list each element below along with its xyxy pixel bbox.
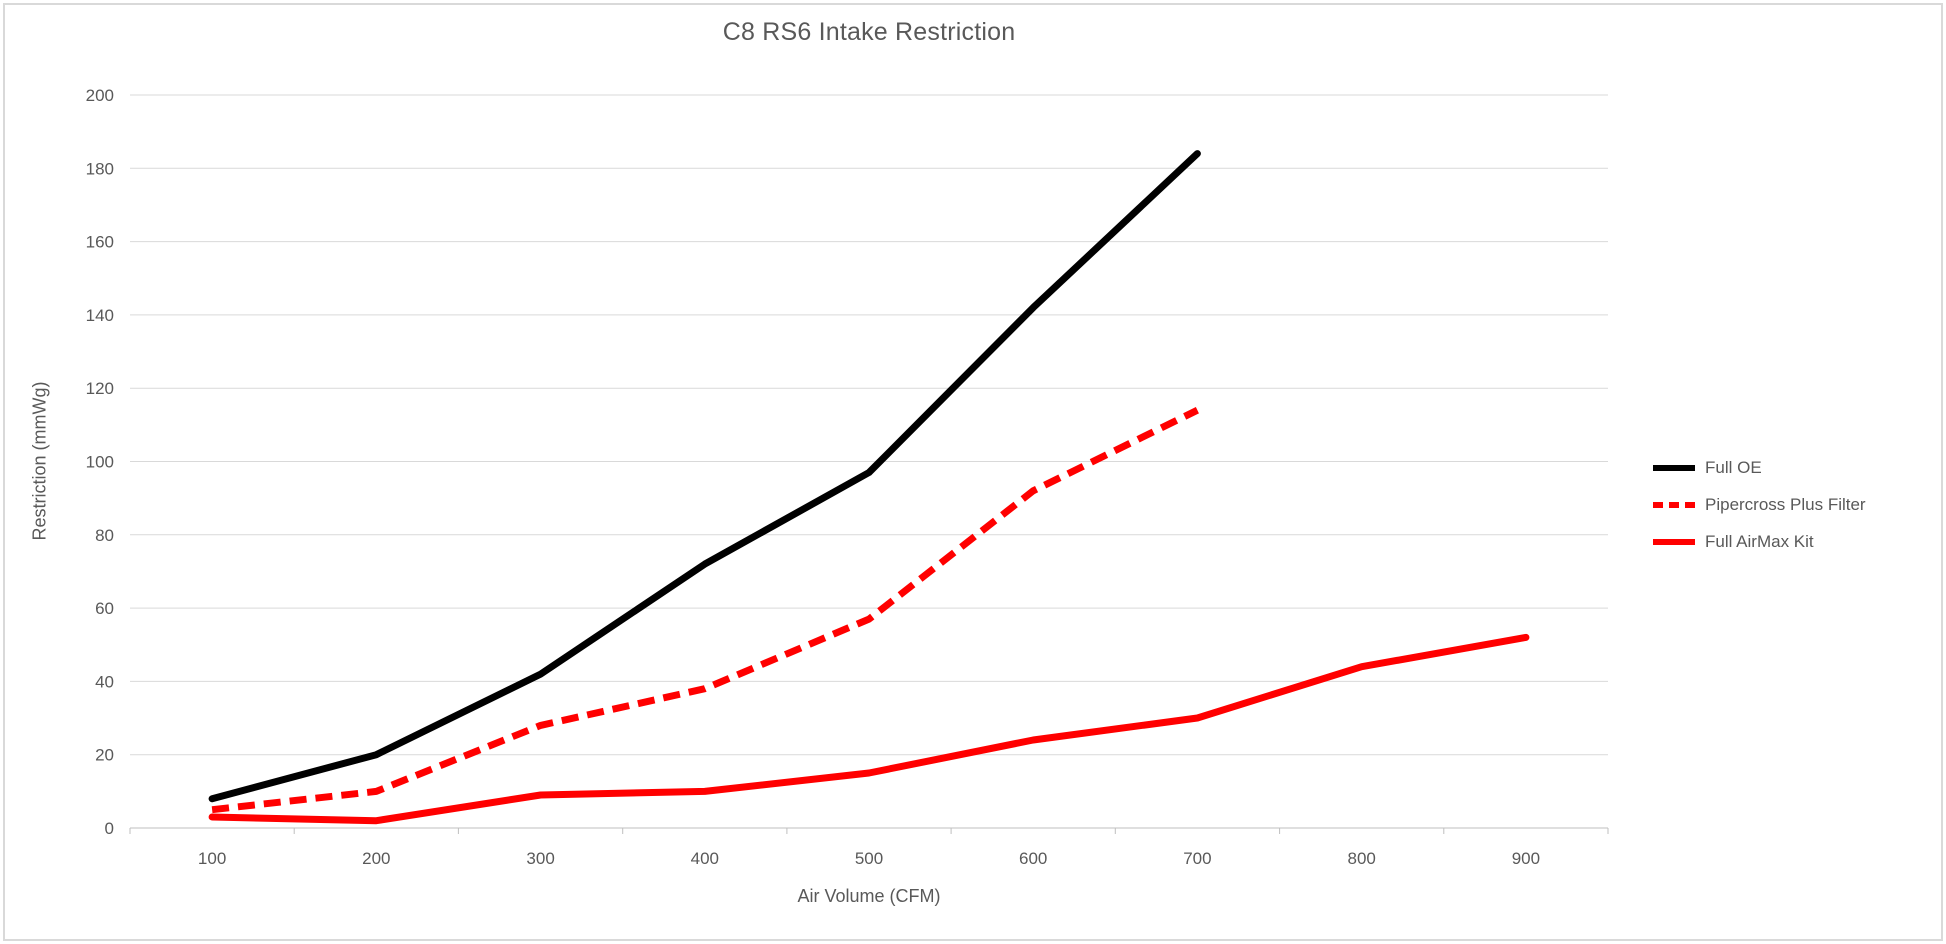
y-tick-label: 60 <box>95 599 114 618</box>
series-line-full-oe <box>208 150 1201 803</box>
series-line-pipercross-plus-filter <box>211 407 1199 814</box>
x-tick-label: 600 <box>1019 849 1047 868</box>
x-tick-label: 400 <box>691 849 719 868</box>
y-tick-label: 120 <box>86 379 114 398</box>
legend-label: Full OE <box>1705 458 1762 477</box>
y-tick-label: 200 <box>86 86 114 105</box>
x-tick-label: 100 <box>198 849 226 868</box>
legend-label: Full AirMax Kit <box>1705 532 1814 551</box>
x-tick-label: 700 <box>1183 849 1211 868</box>
x-tick-label: 300 <box>526 849 554 868</box>
legend-swatch-full-oe <box>1653 465 1695 471</box>
legend-item: Full AirMax Kit <box>1652 530 1866 554</box>
y-tick-label: 100 <box>86 453 114 472</box>
y-tick-label: 0 <box>105 819 114 838</box>
y-tick-label: 20 <box>95 746 114 765</box>
y-tick-label: 160 <box>86 233 114 252</box>
x-tick-label: 800 <box>1348 849 1376 868</box>
legend-swatch-full-airmax-kit <box>1653 539 1695 545</box>
legend: Full OE Pipercross Plus Filter Full AirMax… <box>1652 456 1866 554</box>
y-tick-label: 40 <box>95 672 114 691</box>
legend-item: Pipercross Plus Filter <box>1652 493 1866 517</box>
x-tick-label: 500 <box>855 849 883 868</box>
legend-label: Pipercross Plus Filter <box>1705 495 1866 514</box>
legend-item: Full OE <box>1652 456 1866 480</box>
y-tick-label: 180 <box>86 159 114 178</box>
x-tick-label: 200 <box>362 849 390 868</box>
x-axis-title: Air Volume (CFM) <box>797 886 941 906</box>
chart-title: C8 RS6 Intake Restriction <box>722 18 1016 46</box>
x-tick-label: 900 <box>1512 849 1540 868</box>
y-tick-label: 80 <box>95 526 114 545</box>
legend-swatch-pipercross-plus-filter <box>1653 502 1695 508</box>
series-line-full-airmax-kit <box>208 633 1530 825</box>
y-tick-label: 140 <box>86 306 114 325</box>
